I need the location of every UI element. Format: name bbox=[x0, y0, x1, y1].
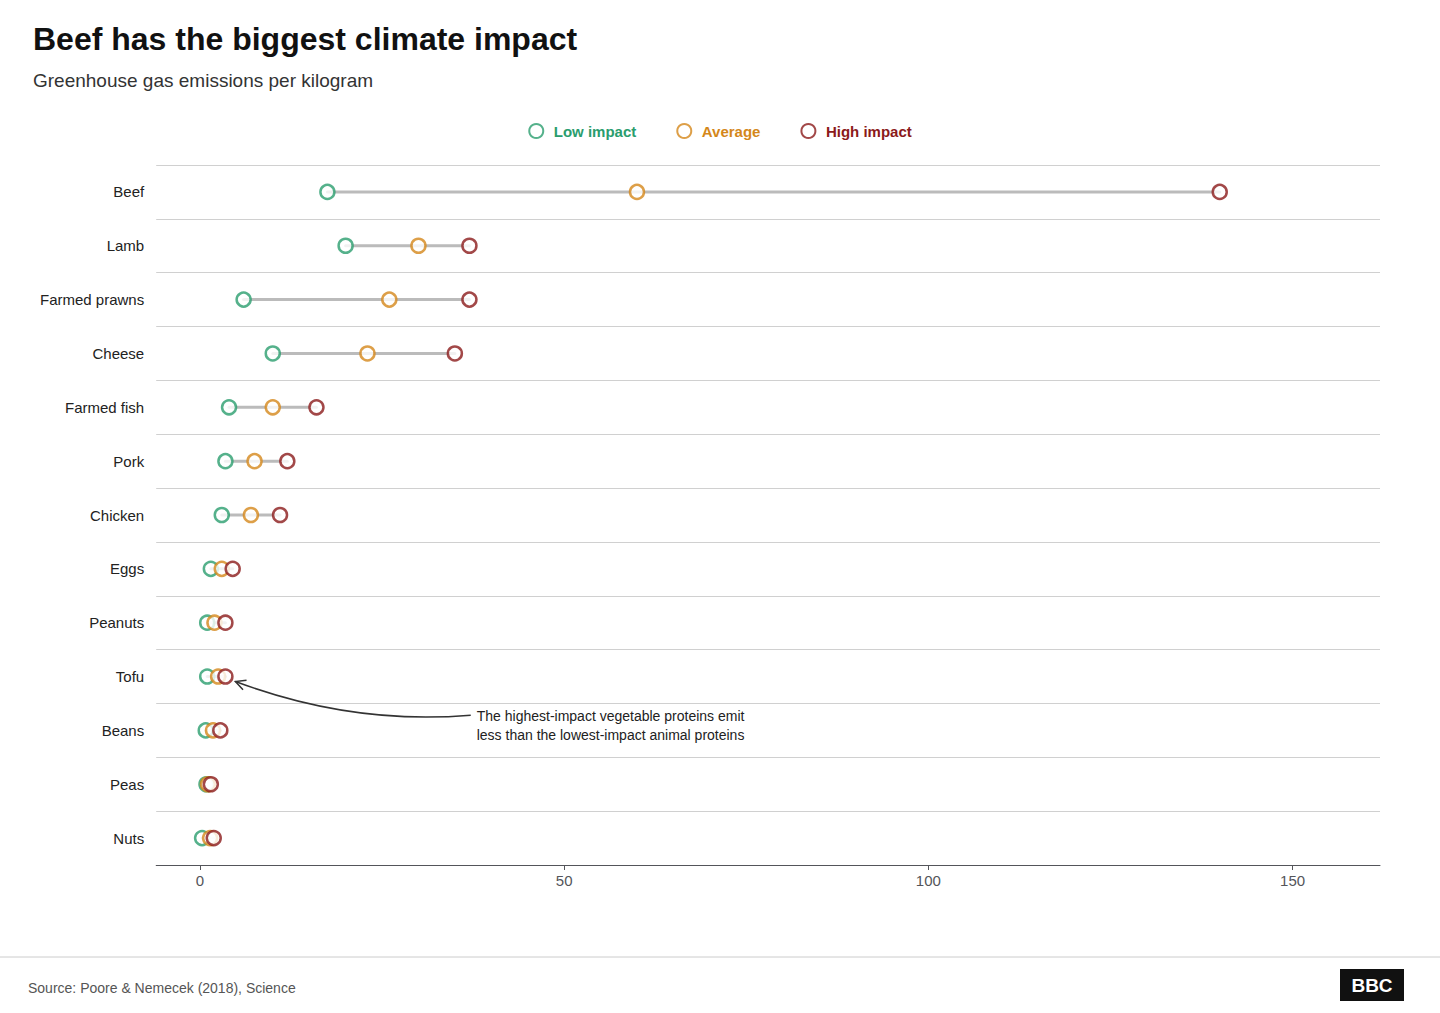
svg-text:Greenhouse gas emissions per k: Greenhouse gas emissions per kilogram bbox=[33, 70, 373, 91]
svg-text:Nuts: Nuts bbox=[113, 830, 144, 847]
svg-text:Eggs: Eggs bbox=[110, 560, 144, 577]
svg-text:High impact: High impact bbox=[826, 123, 912, 140]
svg-text:50: 50 bbox=[556, 872, 573, 889]
svg-text:Lamb: Lamb bbox=[107, 237, 145, 254]
svg-text:Cheese: Cheese bbox=[92, 345, 144, 362]
svg-text:less than the lowest-impact an: less than the lowest-impact animal prote… bbox=[477, 727, 745, 743]
svg-text:Average: Average bbox=[702, 123, 761, 140]
svg-text:Beef has the biggest climate i: Beef has the biggest climate impact bbox=[33, 21, 578, 57]
svg-text:Low impact: Low impact bbox=[554, 123, 637, 140]
svg-text:Chicken: Chicken bbox=[90, 507, 144, 524]
svg-text:Pork: Pork bbox=[113, 453, 144, 470]
svg-text:100: 100 bbox=[916, 872, 941, 889]
svg-text:Peas: Peas bbox=[110, 776, 144, 793]
svg-text:0: 0 bbox=[196, 872, 204, 889]
svg-text:Source: Poore & Nemecek (2018): Source: Poore & Nemecek (2018), Science bbox=[28, 980, 296, 996]
svg-text:The highest-impact vegetable p: The highest-impact vegetable proteins em… bbox=[477, 708, 745, 724]
svg-text:Beef: Beef bbox=[113, 183, 145, 200]
svg-text:150: 150 bbox=[1280, 872, 1305, 889]
svg-text:Farmed fish: Farmed fish bbox=[65, 399, 144, 416]
svg-text:Beans: Beans bbox=[102, 722, 145, 739]
svg-text:Farmed prawns: Farmed prawns bbox=[40, 291, 144, 308]
svg-text:Peanuts: Peanuts bbox=[89, 614, 144, 631]
svg-text:BBC: BBC bbox=[1351, 975, 1392, 996]
svg-text:Tofu: Tofu bbox=[116, 668, 144, 685]
